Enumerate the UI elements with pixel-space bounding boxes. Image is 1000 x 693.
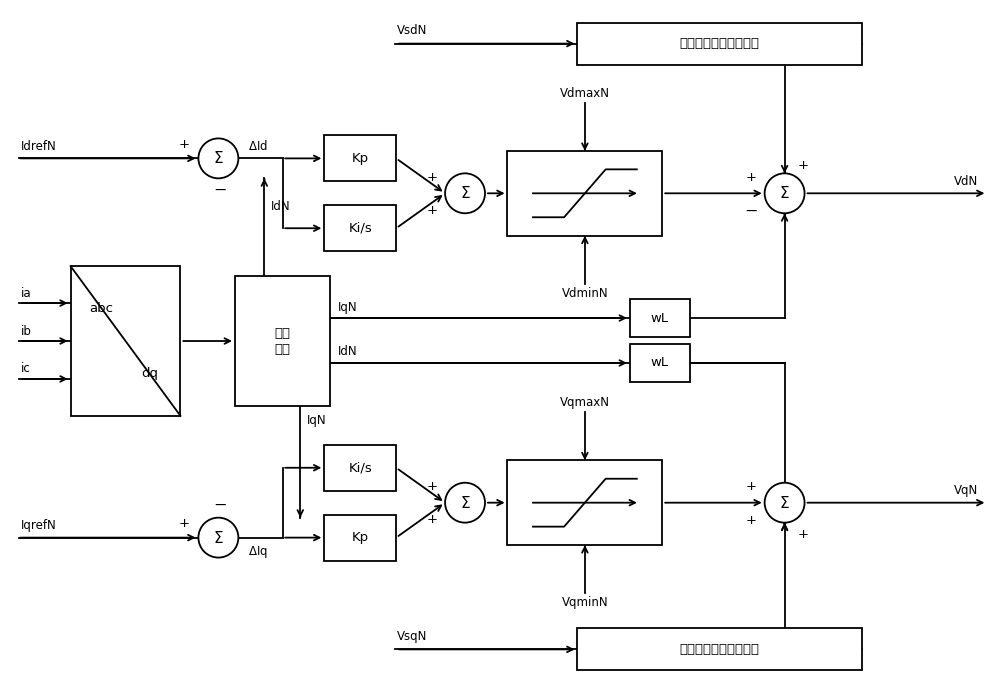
Circle shape xyxy=(445,483,485,523)
Text: +: + xyxy=(745,480,756,493)
Bar xyxy=(630,344,690,382)
Text: wL: wL xyxy=(651,312,669,324)
Text: $\Sigma$: $\Sigma$ xyxy=(213,150,224,166)
Text: IdrefN: IdrefN xyxy=(21,140,56,153)
Text: Kp: Kp xyxy=(352,152,369,165)
Text: $\Sigma$: $\Sigma$ xyxy=(779,185,790,201)
Text: −: − xyxy=(214,498,227,514)
Text: VdN: VdN xyxy=(954,175,979,188)
Bar xyxy=(630,299,690,337)
Text: $\Sigma$: $\Sigma$ xyxy=(460,495,470,511)
Text: Ki/s: Ki/s xyxy=(348,462,372,474)
Text: +: + xyxy=(427,480,438,493)
Text: 虚拟电网自适应滤波器: 虚拟电网自适应滤波器 xyxy=(680,37,760,50)
Text: +: + xyxy=(745,514,756,527)
Circle shape xyxy=(198,139,238,178)
Bar xyxy=(324,515,396,561)
Text: +: + xyxy=(179,517,190,530)
Text: $\Delta$Iq: $\Delta$Iq xyxy=(248,543,268,559)
Bar xyxy=(235,276,330,406)
Text: +: + xyxy=(427,513,438,526)
Circle shape xyxy=(198,518,238,558)
Text: −: − xyxy=(214,183,227,198)
Bar xyxy=(324,135,396,182)
Bar xyxy=(507,151,662,236)
Text: +: + xyxy=(179,138,190,151)
Text: $\Sigma$: $\Sigma$ xyxy=(213,529,224,545)
Text: $\Delta$Id: $\Delta$Id xyxy=(248,139,268,153)
Bar xyxy=(577,23,862,64)
Bar xyxy=(577,629,862,670)
Text: +: + xyxy=(427,171,438,184)
Circle shape xyxy=(765,483,805,523)
Text: VqminN: VqminN xyxy=(562,597,608,609)
Text: ia: ia xyxy=(21,287,31,299)
Text: ic: ic xyxy=(21,362,30,376)
Text: IdN: IdN xyxy=(338,346,357,358)
Text: Kp: Kp xyxy=(352,531,369,544)
Bar xyxy=(324,445,396,491)
Text: +: + xyxy=(745,171,756,184)
Text: Ki/s: Ki/s xyxy=(348,222,372,235)
Text: 虚拟电网自适应滤波器: 虚拟电网自适应滤波器 xyxy=(680,643,760,656)
Text: +: + xyxy=(798,159,809,172)
Text: $\Sigma$: $\Sigma$ xyxy=(779,495,790,511)
Text: VdminN: VdminN xyxy=(562,287,608,300)
Text: VsqN: VsqN xyxy=(397,630,428,643)
Text: abc: abc xyxy=(89,301,113,315)
Text: VqN: VqN xyxy=(954,484,979,497)
Circle shape xyxy=(445,173,485,213)
Text: VsdN: VsdN xyxy=(397,24,428,37)
Text: wL: wL xyxy=(651,356,669,369)
Text: VdmaxN: VdmaxN xyxy=(560,87,610,100)
Text: dq: dq xyxy=(141,367,158,380)
Text: +: + xyxy=(798,528,809,541)
Text: VqmaxN: VqmaxN xyxy=(560,396,610,409)
Bar xyxy=(324,205,396,251)
Text: ib: ib xyxy=(21,324,32,337)
Text: IqrefN: IqrefN xyxy=(21,519,56,532)
Bar xyxy=(507,460,662,545)
Circle shape xyxy=(765,173,805,213)
Text: $\Sigma$: $\Sigma$ xyxy=(460,185,470,201)
Text: IqN: IqN xyxy=(307,414,327,428)
Text: IqN: IqN xyxy=(338,301,357,313)
Bar xyxy=(71,266,180,416)
Text: −: − xyxy=(744,204,757,219)
Text: +: + xyxy=(427,204,438,217)
Text: 负序
提取: 负序 提取 xyxy=(274,326,290,356)
Text: IdN: IdN xyxy=(271,200,291,213)
